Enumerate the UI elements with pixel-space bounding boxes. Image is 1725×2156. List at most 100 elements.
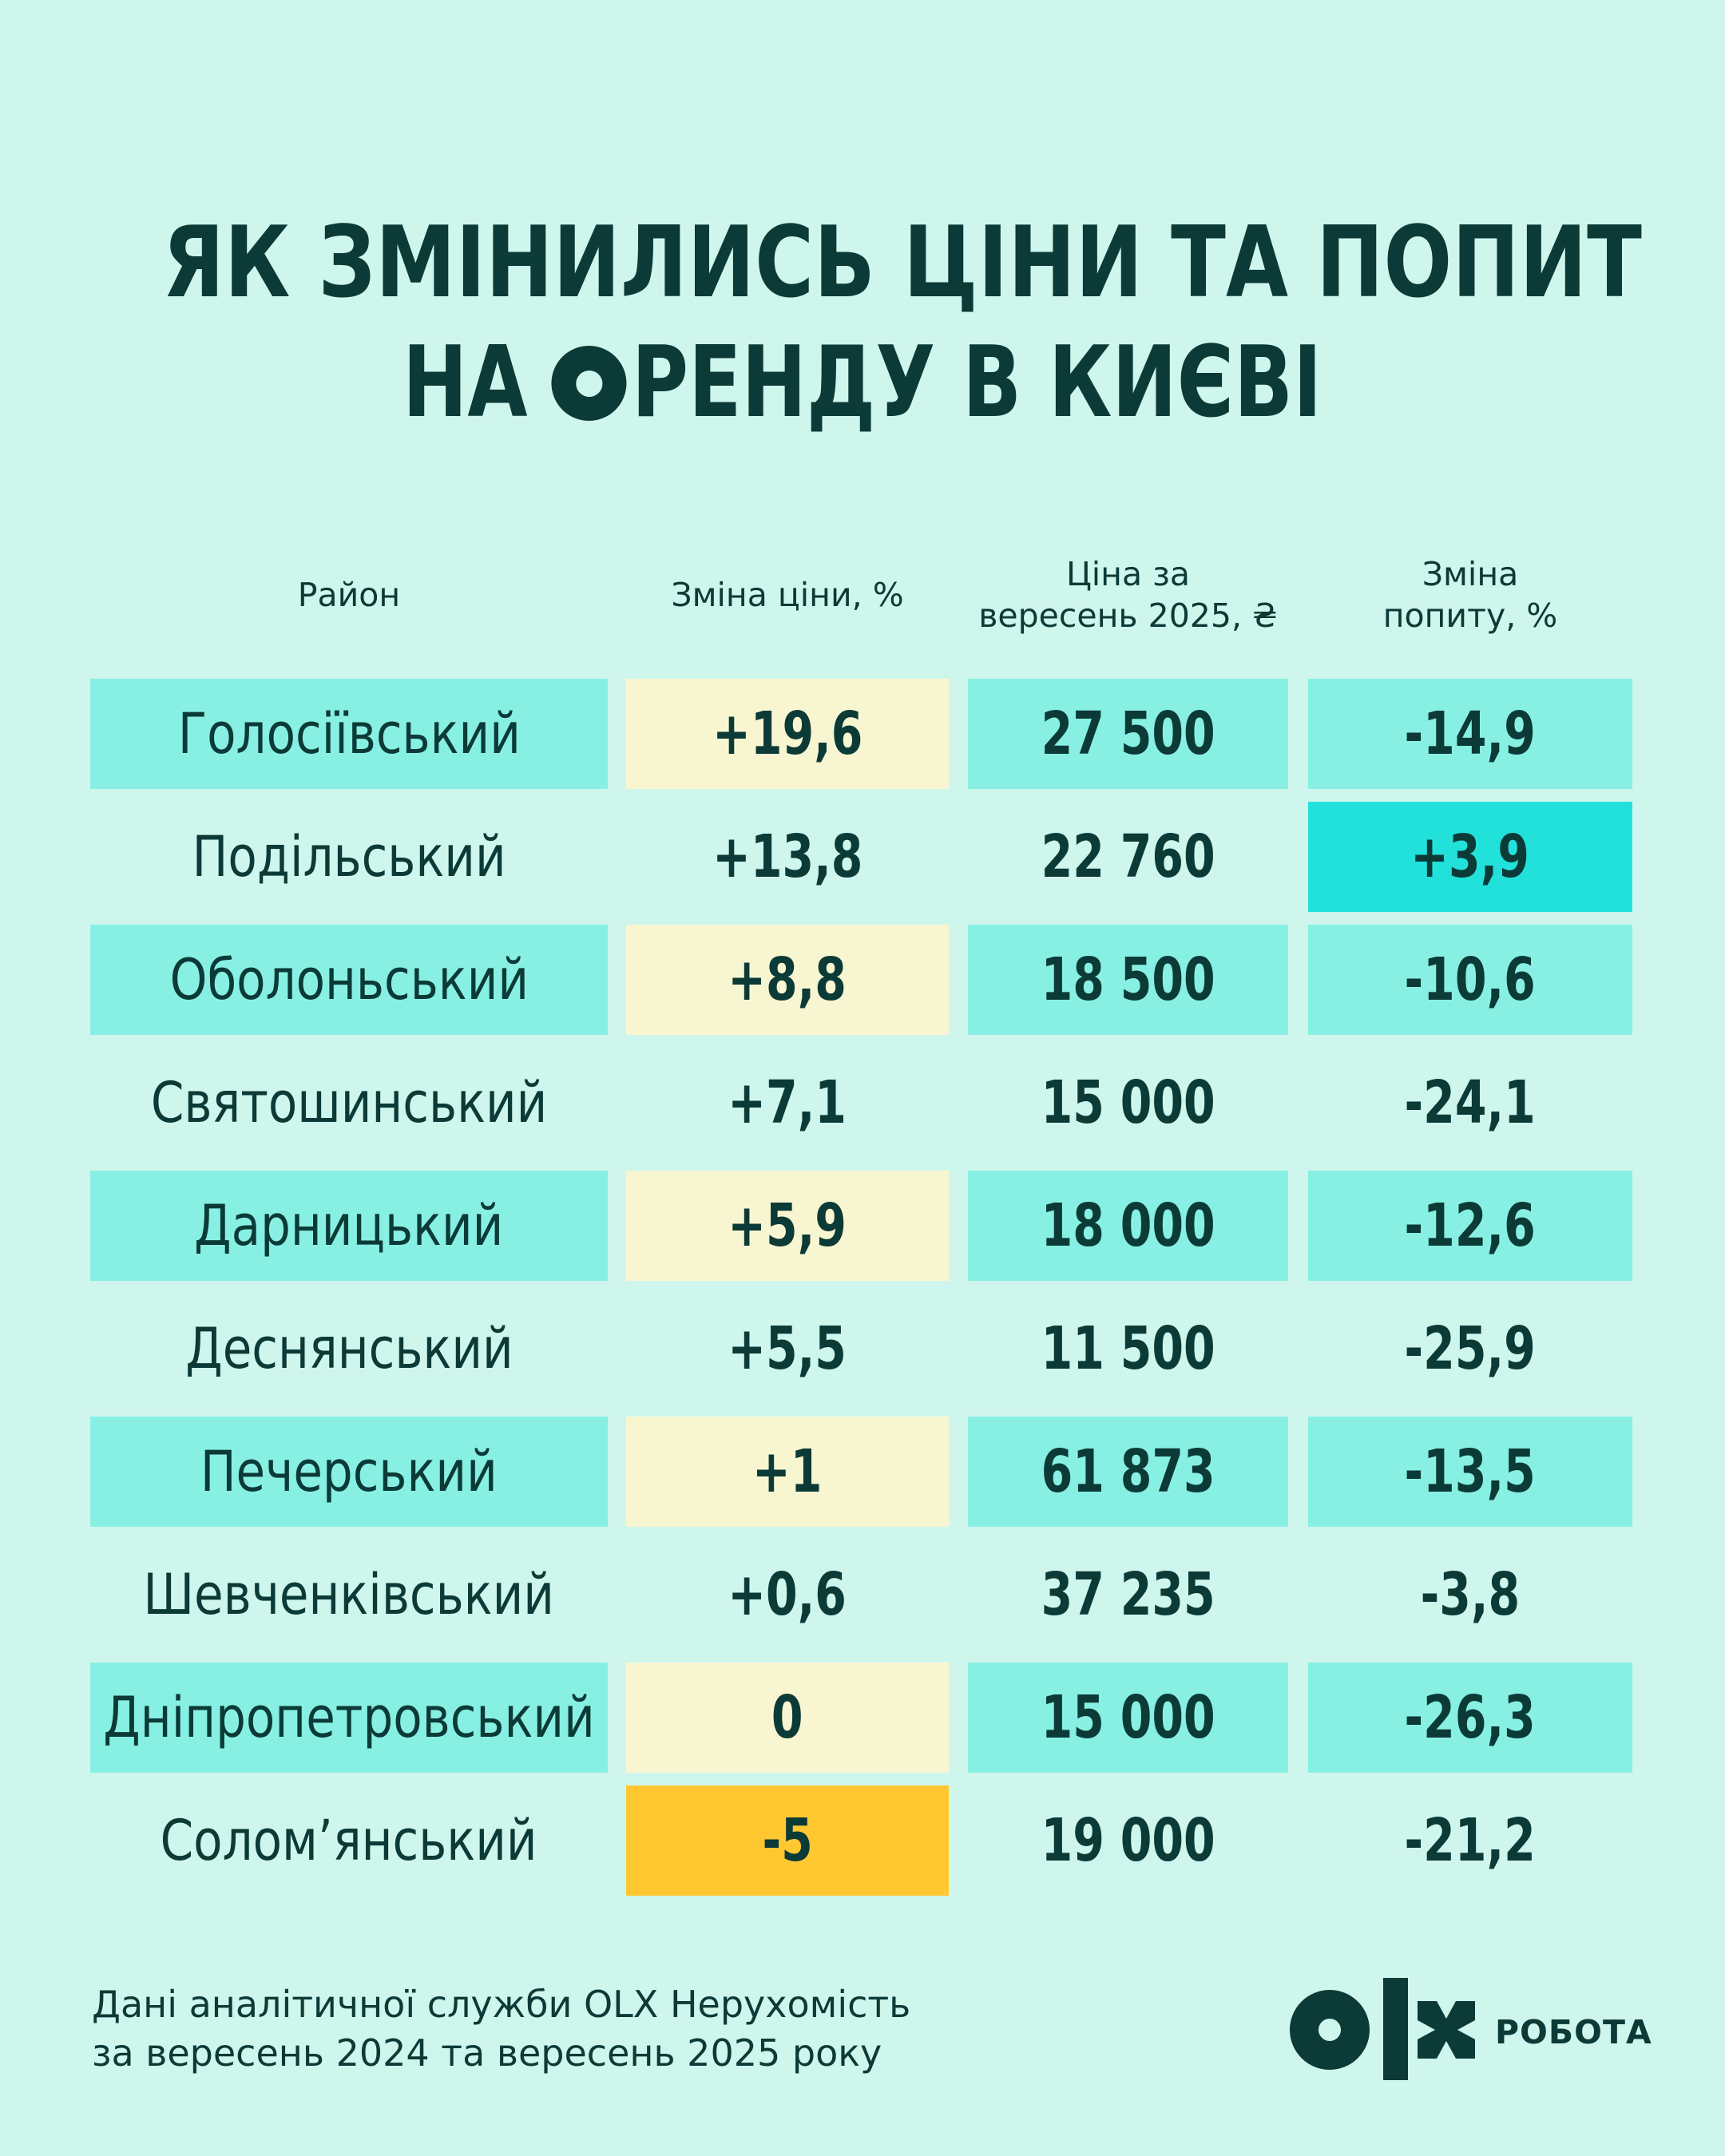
price-change-value: 0 bbox=[771, 1683, 803, 1752]
column-header-demand-line1: Зміна bbox=[1422, 555, 1519, 593]
district-label: Дніпропетровський bbox=[103, 1685, 595, 1750]
demand-change-value: +3,9 bbox=[1410, 822, 1530, 891]
page-title-line1: ЯК ЗМІНИЛИСЬ ЦІНИ ТА ПОПИТ bbox=[0, 204, 1725, 323]
price-change-value: +0,6 bbox=[728, 1560, 847, 1629]
district-cell: Святошинський bbox=[90, 1048, 608, 1158]
district-label: Подільський bbox=[192, 824, 506, 890]
price-cell: 27 500 bbox=[968, 679, 1288, 789]
demand-change-cell: -21,2 bbox=[1308, 1785, 1632, 1896]
district-cell: Дніпропетровський bbox=[90, 1663, 608, 1773]
price-cell: 61 873 bbox=[968, 1417, 1288, 1527]
price-cell: 18 000 bbox=[968, 1171, 1288, 1281]
district-cell: Подільський bbox=[90, 802, 608, 912]
price-change-value: +7,1 bbox=[728, 1068, 847, 1137]
demand-change-value: -24,1 bbox=[1404, 1068, 1537, 1137]
column-header-district: Район bbox=[90, 543, 608, 647]
price-change-cell: +0,6 bbox=[626, 1540, 949, 1650]
demand-change-value: -21,2 bbox=[1404, 1806, 1537, 1875]
demand-change-value: -10,6 bbox=[1404, 945, 1537, 1014]
price-change-value: +8,8 bbox=[728, 945, 847, 1014]
demand-change-value: -26,3 bbox=[1404, 1683, 1537, 1752]
olx-o-icon-hole bbox=[576, 370, 603, 397]
column-header-district-label: Район bbox=[297, 576, 401, 614]
demand-change-value: -14,9 bbox=[1404, 700, 1537, 768]
price-cell: 37 235 bbox=[968, 1540, 1288, 1650]
demand-change-cell: -14,9 bbox=[1308, 679, 1632, 789]
district-cell: Оболоньський bbox=[90, 925, 608, 1035]
page-title-line2-prefix: НА bbox=[402, 326, 528, 440]
district-cell: Дарницький bbox=[90, 1171, 608, 1281]
price-cell: 22 760 bbox=[968, 802, 1288, 912]
demand-change-cell-highlighted: +3,9 bbox=[1308, 802, 1632, 912]
demand-change-cell: -12,6 bbox=[1308, 1171, 1632, 1281]
page-title-line2: НА РЕНДУ В КИЄВІ bbox=[0, 323, 1725, 443]
demand-change-cell: -25,9 bbox=[1308, 1294, 1632, 1404]
price-value: 37 235 bbox=[1041, 1560, 1215, 1629]
district-label: Солом’янський bbox=[161, 1808, 537, 1873]
olx-logo-o-icon bbox=[1290, 1990, 1370, 2070]
price-value: 22 760 bbox=[1041, 822, 1215, 891]
demand-change-value: -25,9 bbox=[1404, 1314, 1537, 1383]
source-note-line1: Дані аналітичної служби OLX Нерухомість bbox=[92, 1983, 911, 2026]
page-title: ЯК ЗМІНИЛИСЬ ЦІНИ ТА ПОПИТ НА РЕНДУ В КИ… bbox=[0, 204, 1725, 443]
demand-change-value: -12,6 bbox=[1404, 1191, 1537, 1260]
demand-change-cell: -24,1 bbox=[1308, 1048, 1632, 1158]
price-change-cell: +8,8 bbox=[626, 925, 949, 1035]
column-header-demand-change: Зміна попиту, % bbox=[1308, 543, 1632, 647]
price-value: 15 000 bbox=[1041, 1683, 1215, 1752]
district-label: Деснянський bbox=[184, 1316, 514, 1381]
price-change-cell: +7,1 bbox=[626, 1048, 949, 1158]
column-header-demand-line2: попиту, % bbox=[1382, 596, 1558, 635]
price-cell: 15 000 bbox=[968, 1663, 1288, 1773]
price-value: 18 500 bbox=[1041, 945, 1215, 1014]
column-header-price: Ціна за вересень 2025, ₴ bbox=[968, 543, 1288, 647]
price-value: 27 500 bbox=[1041, 700, 1215, 768]
demand-change-cell: -3,8 bbox=[1308, 1540, 1632, 1650]
district-label: Святошинський bbox=[150, 1070, 548, 1135]
district-label: Печерський bbox=[200, 1439, 498, 1504]
district-cell: Печерський bbox=[90, 1417, 608, 1527]
source-note-line2: за вересень 2024 та вересень 2025 року bbox=[92, 2031, 882, 2075]
olx-o-icon bbox=[551, 346, 627, 421]
price-value: 15 000 bbox=[1041, 1068, 1215, 1137]
column-header-price-change: Зміна ціни, % bbox=[626, 543, 949, 647]
price-value: 18 000 bbox=[1041, 1191, 1215, 1260]
price-cell: 15 000 bbox=[968, 1048, 1288, 1158]
column-header-price-line2: вересень 2025, ₴ bbox=[978, 596, 1278, 635]
page-title-line1-text: ЯК ЗМІНИЛИСЬ ЦІНИ ТА ПОПИТ bbox=[162, 206, 1642, 320]
district-cell: Солом’янський bbox=[90, 1785, 608, 1896]
district-label: Дарницький bbox=[194, 1193, 504, 1258]
price-change-cell: +19,6 bbox=[626, 679, 949, 789]
price-change-cell: +13,8 bbox=[626, 802, 949, 912]
price-cell: 18 500 bbox=[968, 925, 1288, 1035]
price-change-value: +13,8 bbox=[712, 822, 863, 891]
page-title-line2-suffix: РЕНДУ В КИЄВІ bbox=[632, 326, 1322, 440]
price-change-value: +5,5 bbox=[728, 1314, 847, 1383]
price-cell: 19 000 bbox=[968, 1785, 1288, 1896]
price-change-cell: +1 bbox=[626, 1417, 949, 1527]
price-change-value: +19,6 bbox=[712, 700, 863, 768]
demand-change-cell: -26,3 bbox=[1308, 1663, 1632, 1773]
source-note: Дані аналітичної служби OLX Нерухомість … bbox=[92, 1980, 910, 2078]
price-value: 11 500 bbox=[1041, 1314, 1215, 1383]
price-value: 61 873 bbox=[1041, 1437, 1215, 1506]
price-change-cell: +5,9 bbox=[626, 1171, 949, 1281]
district-cell: Шевченківський bbox=[90, 1540, 608, 1650]
price-change-value: +5,9 bbox=[728, 1191, 847, 1260]
price-value: 19 000 bbox=[1041, 1806, 1215, 1875]
olx-logo-brand-text: РОБОТА bbox=[1495, 2013, 1652, 2051]
demand-change-value: -13,5 bbox=[1404, 1437, 1537, 1506]
price-change-value: +1 bbox=[752, 1437, 823, 1506]
olx-logo-x-icon bbox=[1418, 2001, 1475, 2059]
district-cell: Деснянський bbox=[90, 1294, 608, 1404]
column-header-price-change-label: Зміна ціни, % bbox=[671, 576, 904, 614]
district-cell: Голосіївський bbox=[90, 679, 608, 789]
column-header-price-line1: Ціна за bbox=[1065, 555, 1191, 593]
district-label: Шевченківський bbox=[143, 1562, 555, 1627]
demand-change-cell: -13,5 bbox=[1308, 1417, 1632, 1527]
olx-logo-bar-icon bbox=[1383, 1978, 1408, 2080]
price-change-cell: 0 bbox=[626, 1663, 949, 1773]
district-label: Голосіївський bbox=[177, 701, 521, 767]
price-change-cell: +5,5 bbox=[626, 1294, 949, 1404]
